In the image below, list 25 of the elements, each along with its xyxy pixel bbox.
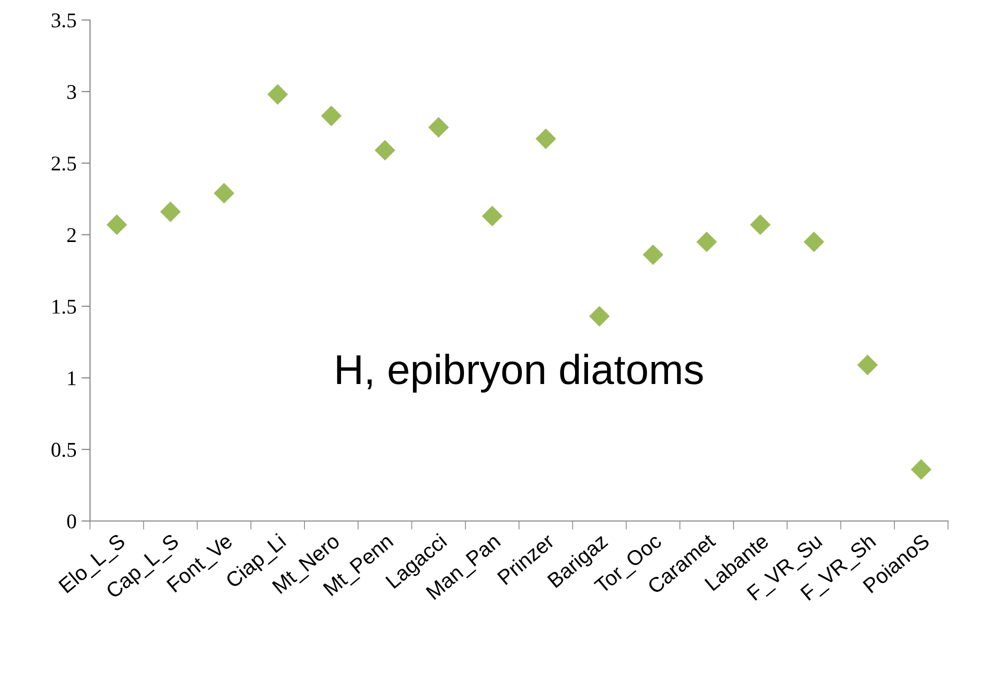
annotation: H, epibryon diatoms: [337, 354, 703, 393]
point: [214, 182, 234, 204]
y-tick-label: 1.5: [52, 300, 76, 314]
point: [910, 459, 932, 480]
y-tick-label: 3: [67, 85, 76, 100]
y-tick-label: 2: [67, 228, 76, 242]
point: [428, 117, 449, 138]
point: [589, 306, 610, 327]
point: [160, 202, 181, 222]
point: [804, 232, 824, 252]
point: [374, 140, 396, 161]
y-tick-label: 1: [68, 371, 76, 386]
y-tick-label: 3.5: [52, 13, 76, 28]
point: [857, 354, 878, 376]
point: [321, 106, 342, 126]
point: [696, 232, 717, 252]
point: [267, 84, 288, 105]
point: [106, 214, 128, 235]
y-tick-label: 0: [67, 514, 76, 528]
y-tick-label: 2.5: [52, 156, 76, 171]
point: [642, 244, 664, 266]
point: [536, 128, 556, 150]
y-tick-label: 0.5: [52, 442, 76, 457]
point: [482, 206, 502, 226]
point: [750, 214, 771, 235]
